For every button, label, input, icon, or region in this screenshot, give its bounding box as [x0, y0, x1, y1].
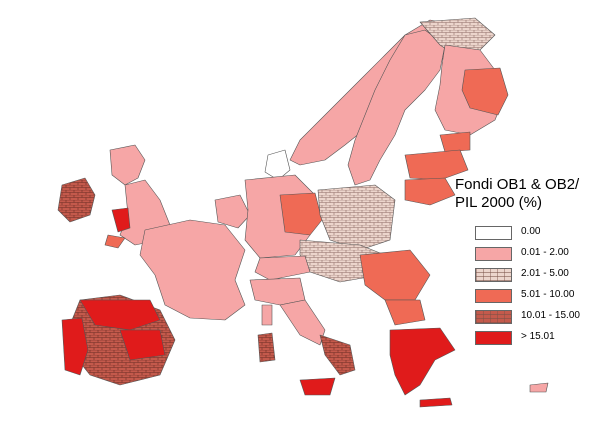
legend-swatch [475, 226, 512, 240]
legend-label: 2.01 - 5.00 [521, 268, 569, 279]
legend-label: 0.01 - 2.00 [521, 247, 569, 258]
legend-swatch [475, 268, 512, 282]
region-bulgaria [384, 299, 426, 326]
legend-item: > 15.01 [455, 329, 595, 348]
region-sicily [299, 377, 336, 396]
legend-label: > 15.01 [521, 331, 555, 342]
region-finland-east [461, 67, 509, 116]
legend-item: 0.00 [455, 224, 595, 243]
region-uk-wales [111, 207, 131, 233]
region-ireland [57, 177, 96, 223]
region-uk-cornwall [104, 234, 126, 249]
region-crete [419, 397, 453, 408]
region-spain-north [79, 299, 161, 331]
legend-item: 0.01 - 2.00 [455, 245, 595, 264]
legend-rows: 0.00 0.01 - 2.00 2.01 - 5.00 5.01 - 10.0… [455, 224, 595, 348]
map-legend: Fondi OB1 & OB2/ PIL 2000 (%) 0.00 0.01 … [455, 176, 595, 350]
legend-item: 5.01 - 10.00 [455, 287, 595, 306]
legend-label: 10.01 - 15.00 [521, 310, 580, 321]
region-italy-south [319, 334, 356, 376]
region-sweden [347, 29, 446, 186]
region-corsica [261, 304, 273, 326]
legend-item: 2.01 - 5.00 [455, 266, 595, 285]
legend-label: 5.01 - 10.00 [521, 289, 575, 300]
region-germany-east [279, 192, 323, 236]
region-lithuania [404, 177, 456, 206]
region-portugal [61, 317, 89, 376]
region-latvia [404, 149, 469, 181]
legend-item: 10.01 - 15.00 [455, 308, 595, 327]
region-austria [254, 255, 311, 281]
legend-title: Fondi OB1 & OB2/ PIL 2000 (%) [455, 176, 580, 211]
region-denmark [264, 149, 291, 181]
region-estonia [439, 131, 471, 153]
region-greece [389, 327, 456, 396]
legend-swatch [475, 331, 512, 345]
region-poland [317, 184, 396, 251]
region-romania [359, 249, 431, 301]
region-uk-scotland [109, 144, 146, 186]
region-cyprus [529, 382, 549, 393]
legend-swatch [475, 289, 512, 303]
legend-swatch [475, 247, 512, 261]
legend-swatch [475, 310, 512, 324]
region-italy-north [249, 277, 306, 306]
region-sardinia [257, 332, 276, 363]
region-france [139, 219, 246, 321]
region-spain-central [119, 329, 166, 361]
legend-label: 0.00 [521, 226, 541, 237]
region-italy-centre [279, 299, 326, 346]
region-benelux [214, 194, 251, 229]
